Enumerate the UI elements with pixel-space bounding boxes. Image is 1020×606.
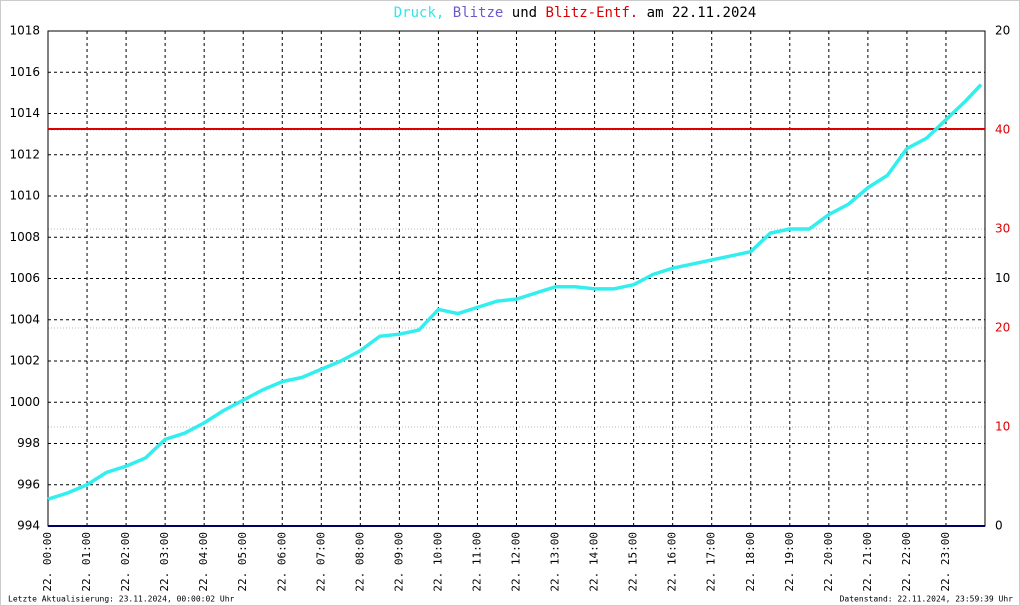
y-tick-label: 1010 xyxy=(9,189,40,203)
y-tick-label: 1006 xyxy=(9,271,40,285)
y-tick-label: 1002 xyxy=(9,354,40,368)
x-tick-label: 22. 22:00 xyxy=(900,532,913,592)
x-tick-label: 22. 00:00 xyxy=(41,532,54,592)
x-tick-label: 22. 20:00 xyxy=(822,532,835,592)
x-tick-label: 22. 16:00 xyxy=(666,532,679,592)
y-tick-label: 998 xyxy=(17,436,40,450)
x-tick-label: 22. 21:00 xyxy=(861,532,874,592)
x-tick-label: 22. 08:00 xyxy=(353,532,366,592)
y-tick-label: 1000 xyxy=(9,395,40,409)
x-tick-label: 22. 02:00 xyxy=(119,532,132,592)
y3-tick-label: 20 xyxy=(995,321,1010,335)
title-part: Blitze xyxy=(453,5,504,21)
y3-tick-label: 40 xyxy=(995,123,1010,137)
x-tick-label: 22. 13:00 xyxy=(549,532,562,592)
x-tick-label: 22. 03:00 xyxy=(158,532,171,592)
x-tick-label: 22. 05:00 xyxy=(236,532,249,592)
title-part: Blitz-Entf. xyxy=(546,5,639,21)
y2-tick-label: 20 xyxy=(995,24,1010,38)
y-tick-label: 1018 xyxy=(9,24,40,38)
y-tick-label: 1004 xyxy=(9,312,40,326)
y2-tick-label: 10 xyxy=(995,271,1010,285)
y-tick-label: 994 xyxy=(17,519,40,533)
y3-tick-label: 30 xyxy=(995,222,1010,236)
x-tick-label: 22. 14:00 xyxy=(588,532,601,592)
y2-tick-label: 0 xyxy=(995,519,1003,533)
x-tick-label: 22. 10:00 xyxy=(431,532,444,592)
x-tick-label: 22. 17:00 xyxy=(705,532,718,592)
title-part: und xyxy=(512,5,537,21)
footer-left: Letzte Aktualisierung: 23.11.2024, 00:00… xyxy=(8,595,235,604)
chart-title: Druck, Blitze und Blitz-Entf. am 22.11.2… xyxy=(394,5,757,21)
x-tick-label: 22. 11:00 xyxy=(470,532,483,592)
title-part: am 22.11.2024 xyxy=(647,5,757,21)
x-tick-label: 22. 07:00 xyxy=(314,532,327,592)
x-tick-label: 22. 19:00 xyxy=(783,532,796,592)
y-tick-label: 1008 xyxy=(9,230,40,244)
footer-right: Datenstand: 22.11.2024, 23:59:39 Uhr xyxy=(840,595,1014,604)
pressure-line xyxy=(47,83,983,501)
y-tick-label: 1016 xyxy=(9,65,40,79)
x-tick-label: 22. 12:00 xyxy=(510,532,523,592)
x-tick-label: 22. 15:00 xyxy=(627,532,640,592)
y3-tick-label: 10 xyxy=(995,420,1010,434)
y-tick-label: 996 xyxy=(17,477,40,491)
x-tick-label: 22. 01:00 xyxy=(80,532,93,592)
x-tick-label: 22. 06:00 xyxy=(275,532,288,592)
x-tick-label: 22. 23:00 xyxy=(939,532,952,592)
x-tick-label: 22. 09:00 xyxy=(392,532,405,592)
x-tick-label: 22. 04:00 xyxy=(197,532,210,592)
y-tick-label: 1012 xyxy=(9,147,40,161)
title-part: Druck, xyxy=(394,5,445,21)
y-tick-label: 1014 xyxy=(9,106,40,120)
x-tick-label: 22. 18:00 xyxy=(744,532,757,592)
